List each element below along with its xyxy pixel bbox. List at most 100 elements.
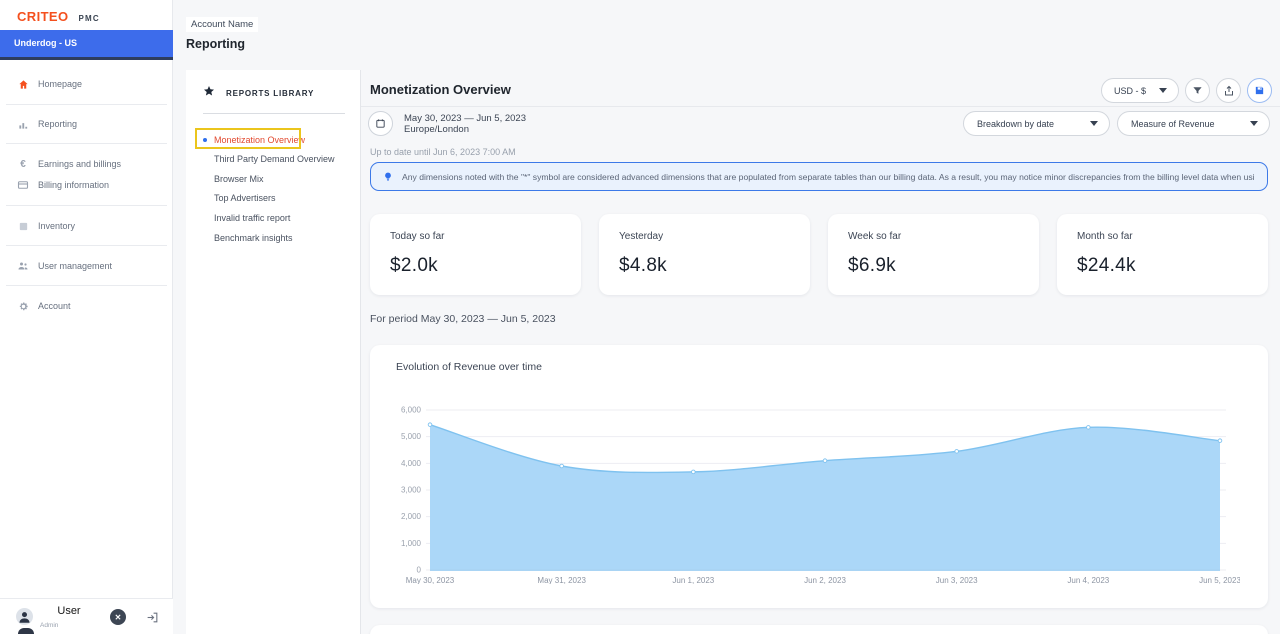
bar-chart-icon bbox=[16, 117, 30, 131]
chevron-down-icon bbox=[1250, 121, 1258, 126]
period-label: For period May 30, 2023 — Jun 5, 2023 bbox=[370, 313, 556, 325]
currency-select[interactable]: USD - $ bbox=[1100, 78, 1179, 103]
report-item-invalid-traffic[interactable]: Invalid traffic report bbox=[214, 213, 291, 223]
share-icon bbox=[1224, 85, 1233, 95]
users-icon bbox=[16, 259, 30, 273]
next-card-partial bbox=[370, 625, 1268, 634]
sidebar-item-earnings[interactable]: € Earnings and billings bbox=[0, 154, 173, 174]
kpi-label: Month so far bbox=[1077, 231, 1133, 242]
user-name: User bbox=[38, 602, 100, 621]
filter-button[interactable] bbox=[1185, 78, 1210, 103]
kpi-value: $2.0k bbox=[390, 255, 438, 276]
criteo-logo: CRITEO bbox=[17, 9, 69, 24]
report-item-benchmark-insights[interactable]: Benchmark insights bbox=[214, 233, 293, 243]
reports-library-divider bbox=[203, 113, 345, 114]
reports-library-panel: REPORTS LIBRARY Monetization Overview Th… bbox=[186, 70, 361, 634]
info-banner: Any dimensions noted with the "*" symbol… bbox=[370, 162, 1268, 191]
report-item-top-advertisers[interactable]: Top Advertisers bbox=[214, 193, 276, 203]
funnel-icon bbox=[1193, 87, 1202, 94]
sidebar-divider bbox=[6, 245, 167, 246]
kpi-label: Today so far bbox=[390, 231, 445, 242]
report-item-third-party-demand[interactable]: Third Party Demand Overview bbox=[214, 154, 335, 164]
date-range: May 30, 2023 — Jun 5, 2023 Europe/London bbox=[404, 113, 526, 135]
kpi-cards: Today so far $2.0k Yesterday $4.8k Week … bbox=[370, 214, 1268, 295]
sidebar: CRITEO PMC Underdog - US Homepage Report… bbox=[0, 0, 173, 634]
sidebar-item-reporting[interactable]: Reporting bbox=[0, 114, 173, 134]
svg-text:3,000: 3,000 bbox=[401, 486, 422, 495]
sidebar-item-billing[interactable]: Billing information bbox=[0, 175, 173, 195]
selected-report-dot bbox=[203, 138, 207, 142]
export-button[interactable] bbox=[1216, 78, 1241, 103]
svg-text:0: 0 bbox=[417, 566, 422, 575]
banner-text: Any dimensions noted with the "*" symbol… bbox=[402, 171, 1255, 182]
currency-value: USD - $ bbox=[1113, 85, 1146, 96]
lightbulb-icon bbox=[383, 171, 393, 183]
close-icon[interactable]: ✕ bbox=[110, 609, 126, 625]
logout-icon[interactable] bbox=[146, 611, 159, 624]
sidebar-item-label: Billing information bbox=[38, 180, 110, 190]
kpi-label: Week so far bbox=[848, 231, 902, 242]
sidebar-item-label: Homepage bbox=[38, 79, 83, 89]
euro-icon: € bbox=[20, 158, 26, 170]
gear-icon bbox=[16, 299, 30, 313]
sidebar-divider bbox=[6, 205, 167, 206]
svg-text:Jun 2, 2023: Jun 2, 2023 bbox=[804, 576, 846, 584]
save-icon bbox=[1255, 86, 1264, 95]
date-range-value: May 30, 2023 — Jun 5, 2023 bbox=[404, 113, 526, 124]
kpi-value: $4.8k bbox=[619, 255, 667, 276]
user-role: Admin bbox=[40, 622, 59, 629]
measure-select[interactable]: Measure of Revenue bbox=[1117, 111, 1270, 136]
sidebar-item-label: Account bbox=[38, 301, 71, 311]
brand-logo: CRITEO PMC bbox=[17, 9, 100, 24]
report-item-browser-mix[interactable]: Browser Mix bbox=[214, 174, 264, 184]
report-title: Monetization Overview bbox=[370, 82, 511, 97]
home-icon bbox=[16, 77, 30, 91]
sidebar-divider bbox=[6, 143, 167, 144]
measure-value: Measure of Revenue bbox=[1131, 118, 1215, 129]
kpi-value: $6.9k bbox=[848, 255, 896, 276]
user-bar: User Admin ✕ bbox=[0, 598, 173, 634]
svg-text:4,000: 4,000 bbox=[401, 459, 422, 468]
inventory-icon bbox=[16, 219, 30, 233]
account-switcher[interactable]: Underdog - US bbox=[0, 30, 173, 60]
user-avatar bbox=[16, 608, 33, 625]
date-picker-button[interactable] bbox=[368, 111, 393, 136]
kpi-card-week: Week so far $6.9k bbox=[828, 214, 1039, 295]
timezone-value: Europe/London bbox=[404, 124, 469, 135]
sidebar-item-account[interactable]: Account bbox=[0, 296, 173, 316]
svg-text:2,000: 2,000 bbox=[401, 512, 422, 521]
report-item-monetization-overview[interactable]: Monetization Overview bbox=[214, 135, 306, 145]
sidebar-item-homepage[interactable]: Homepage bbox=[0, 74, 173, 94]
credit-card-icon bbox=[16, 178, 30, 192]
sidebar-item-label: User management bbox=[38, 261, 113, 271]
revenue-chart-card: Evolution of Revenue over time 0 1,000 2,0… bbox=[370, 345, 1268, 608]
chat-widget-partial[interactable] bbox=[18, 628, 34, 634]
sidebar-item-inventory[interactable]: Inventory bbox=[0, 216, 173, 236]
svg-text:May 30, 2023: May 30, 2023 bbox=[406, 576, 455, 584]
sidebar-item-label: Inventory bbox=[38, 221, 76, 231]
report-toolbar: USD - $ bbox=[1100, 78, 1272, 103]
save-button[interactable] bbox=[1247, 78, 1272, 103]
sidebar-item-user-management[interactable]: User management bbox=[0, 256, 173, 276]
svg-text:Jun 3, 2023: Jun 3, 2023 bbox=[936, 576, 978, 584]
chart-title: Evolution of Revenue over time bbox=[396, 361, 542, 373]
svg-text:Jun 1, 2023: Jun 1, 2023 bbox=[672, 576, 714, 584]
pmc-label: PMC bbox=[78, 14, 100, 23]
data-freshness-label: Up to date until Jun 6, 2023 7:00 AM bbox=[370, 147, 516, 157]
svg-text:6,000: 6,000 bbox=[401, 406, 422, 415]
breakdown-value: Breakdown by date bbox=[977, 118, 1055, 129]
breakdown-select[interactable]: Breakdown by date bbox=[963, 111, 1110, 136]
chevron-down-icon bbox=[1159, 88, 1167, 93]
chevron-down-icon bbox=[1090, 121, 1098, 126]
revenue-area-chart: 0 1,000 2,000 3,000 4,000 5,000 6,000 May 30, 2… bbox=[401, 406, 1240, 585]
sidebar-item-label: Earnings and billings bbox=[38, 159, 122, 169]
reports-library-title: REPORTS LIBRARY bbox=[226, 88, 315, 98]
star-icon bbox=[203, 84, 215, 102]
svg-text:1,000: 1,000 bbox=[401, 539, 422, 548]
reports-library-header: REPORTS LIBRARY bbox=[203, 84, 314, 102]
sidebar-divider bbox=[6, 285, 167, 286]
sidebar-item-label: Reporting bbox=[38, 119, 78, 129]
header-divider bbox=[361, 106, 1280, 107]
kpi-card-month: Month so far $24.4k bbox=[1057, 214, 1268, 295]
